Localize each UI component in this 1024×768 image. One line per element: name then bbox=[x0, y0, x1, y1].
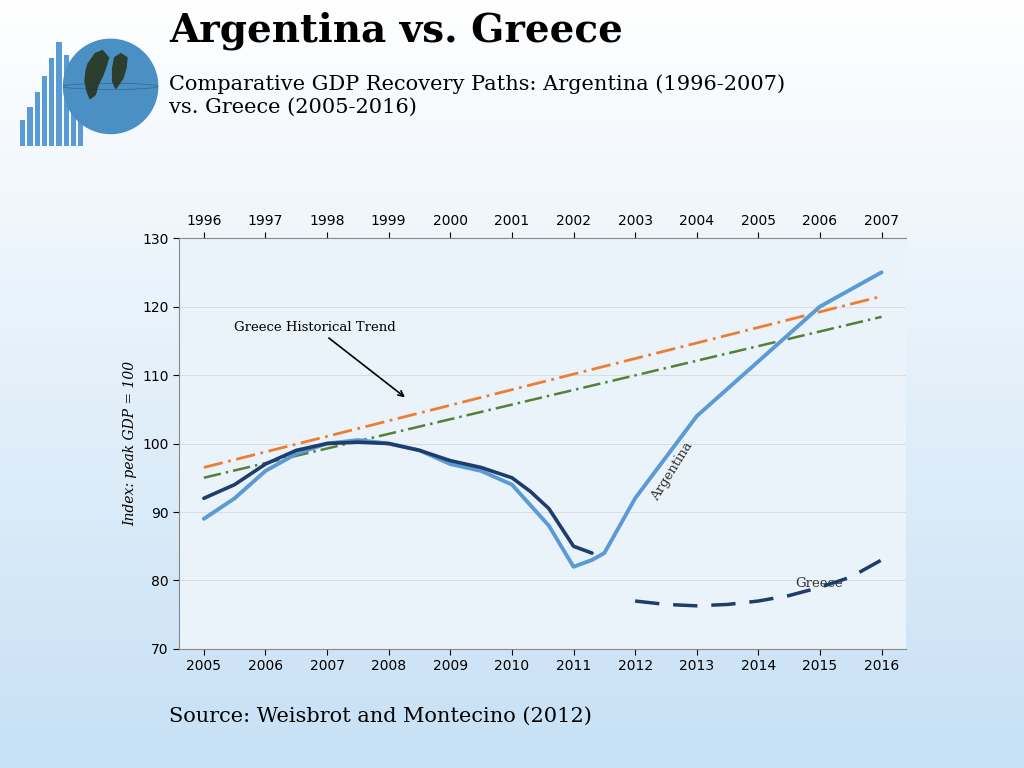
Bar bbox=[78, 86, 83, 146]
Text: Comparative GDP Recovery Paths: Argentina (1996-2007): Comparative GDP Recovery Paths: Argentin… bbox=[169, 74, 785, 94]
Bar bbox=[56, 42, 61, 146]
Bar bbox=[71, 71, 76, 146]
Bar bbox=[42, 75, 47, 146]
Text: Greece Historical Trend: Greece Historical Trend bbox=[233, 320, 403, 396]
Bar bbox=[63, 55, 69, 146]
Bar bbox=[49, 58, 54, 146]
Bar bbox=[20, 120, 26, 146]
Polygon shape bbox=[85, 51, 109, 99]
Y-axis label: Index: peak GDP = 100: Index: peak GDP = 100 bbox=[123, 361, 137, 526]
Text: Argentina: Argentina bbox=[649, 439, 695, 502]
Bar bbox=[28, 107, 33, 146]
Text: vs. Greece (2005-2016): vs. Greece (2005-2016) bbox=[169, 98, 417, 117]
Circle shape bbox=[63, 39, 158, 134]
Text: Greece: Greece bbox=[796, 578, 843, 591]
Bar bbox=[35, 92, 40, 146]
Text: Source: Weisbrot and Montecino (2012): Source: Weisbrot and Montecino (2012) bbox=[169, 707, 592, 726]
Polygon shape bbox=[113, 54, 127, 88]
Text: Argentina vs. Greece: Argentina vs. Greece bbox=[169, 12, 623, 50]
